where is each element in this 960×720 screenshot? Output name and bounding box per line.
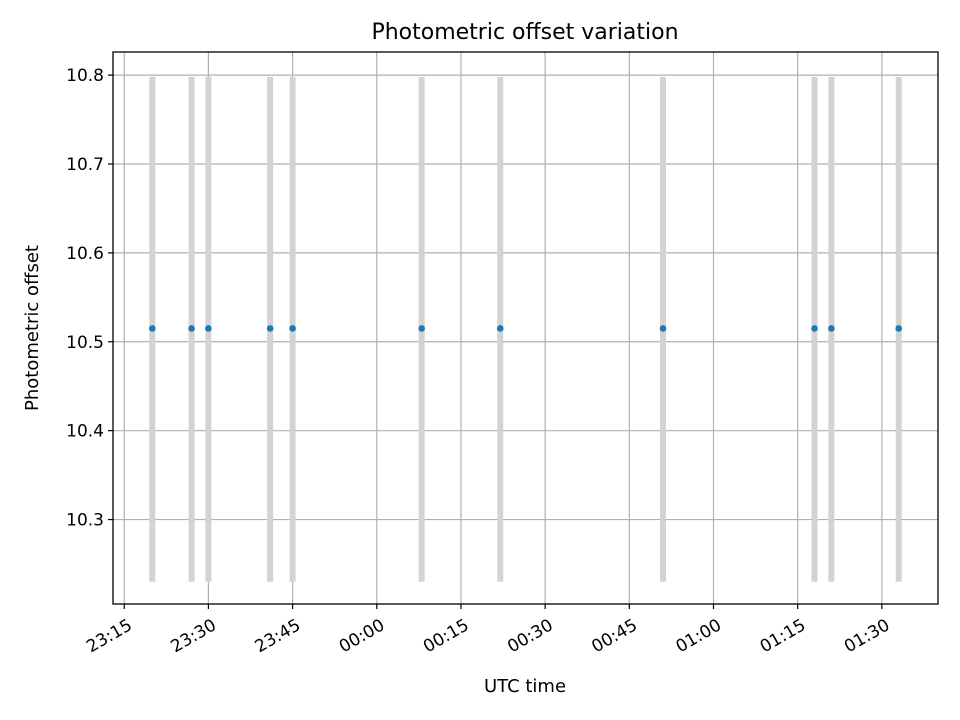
data-point xyxy=(205,325,212,332)
data-point xyxy=(659,325,667,332)
y-tick-label: 10.6 xyxy=(66,244,104,264)
data-marks xyxy=(148,76,903,582)
y-tick-label: 10.8 xyxy=(66,66,104,86)
y-tick-label: 10.4 xyxy=(66,422,104,442)
data-point xyxy=(496,325,504,332)
data-point xyxy=(289,325,296,332)
data-point xyxy=(895,325,903,332)
plot-frame xyxy=(112,51,939,605)
data-point xyxy=(418,325,425,332)
x-axis-label: UTC time xyxy=(484,676,566,697)
y-axis-label: Photometric offset xyxy=(22,245,43,411)
data-point xyxy=(811,325,818,332)
y-axis-ticks: 10.3 10.4 10.5 10.6 10.7 10.8 xyxy=(66,66,113,531)
y-tick-label: 10.5 xyxy=(66,333,104,353)
data-point xyxy=(188,325,195,332)
data-point xyxy=(148,325,156,332)
data-point xyxy=(266,325,274,332)
data-point xyxy=(828,325,835,332)
y-tick-label: 10.7 xyxy=(66,155,104,175)
y-tick-label: 10.3 xyxy=(66,511,104,531)
chart-title: Photometric offset variation xyxy=(371,20,678,45)
